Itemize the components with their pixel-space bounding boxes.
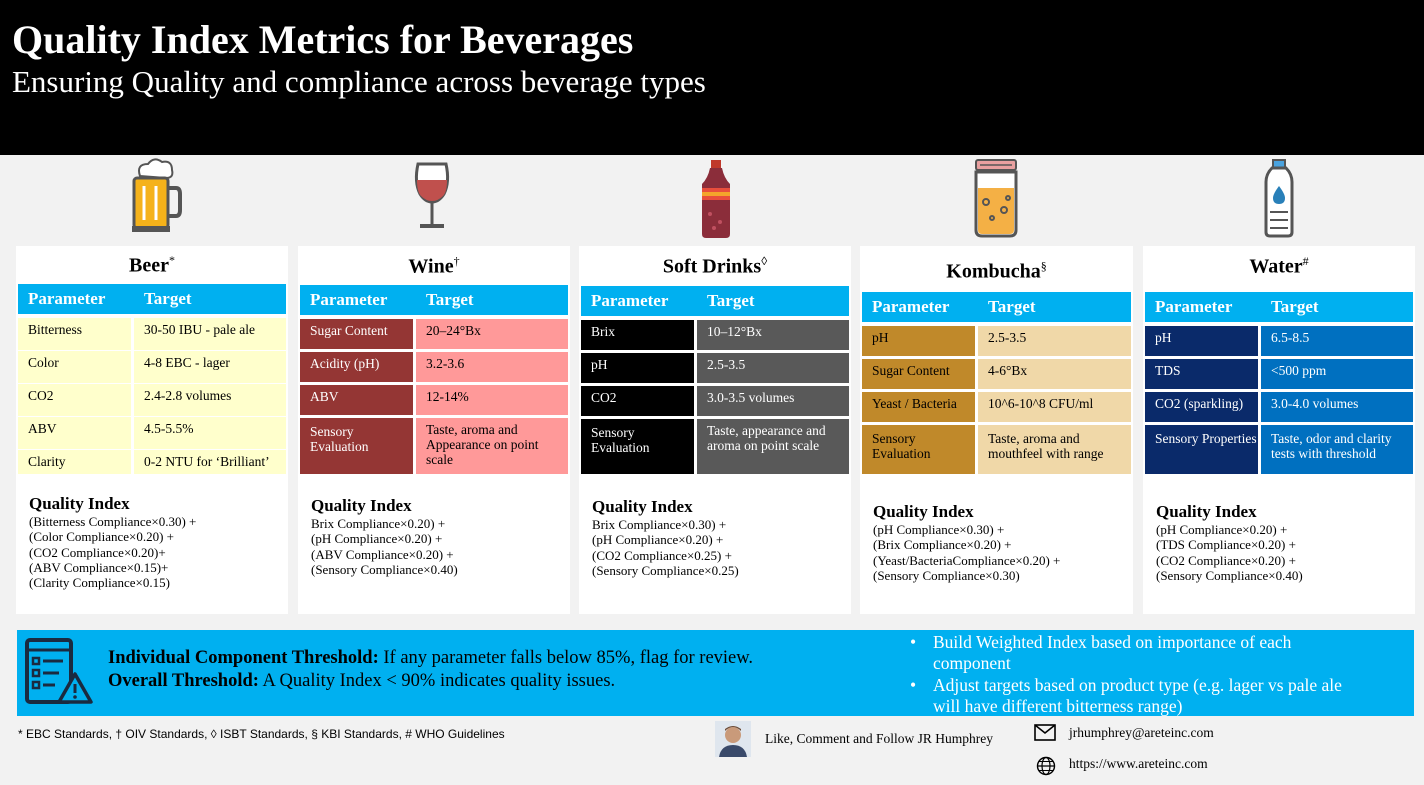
table-row: Yeast / Bacteria 10^6-10^8 CFU/ml — [862, 392, 1131, 422]
page-title: Quality Index Metrics for Beverages — [12, 17, 634, 62]
table-row: pH 6.5-8.5 — [1145, 326, 1413, 356]
table-row: Sensory Evaluation Taste, aroma and Appea… — [300, 418, 568, 474]
card-title: Wine† — [408, 254, 460, 278]
table-row: Color 4-8 EBC - lager — [18, 351, 286, 383]
card-title: Kombucha§ — [946, 259, 1047, 283]
table-row: Sensory Properties Taste, odor and clarit… — [1145, 425, 1413, 474]
quality-index: Quality Index Brix Compliance×0.30) + (pH… — [592, 497, 739, 578]
threshold-banner: Individual Component Threshold: If any p… — [17, 630, 1414, 716]
table-row: Acidity (pH) 3.2-3.6 — [300, 352, 568, 382]
table-row: ABV 12-14% — [300, 385, 568, 415]
table-header: Parameter Target — [1145, 292, 1413, 322]
globe-icon — [1036, 756, 1056, 776]
table-row: Sugar Content 20–24°Bx — [300, 319, 568, 349]
table-row: ABV 4.5-5.5% — [18, 417, 286, 449]
table-row: Sugar Content 4-6°Bx — [862, 359, 1131, 389]
bullet-item: Build Weighted Index based on importance… — [910, 632, 1360, 674]
card-title: Water# — [1249, 254, 1309, 278]
beer-mug-icon — [132, 158, 182, 232]
kombucha-card: Kombucha§ Parameter Target pH 2.5-3.5 Suga… — [860, 246, 1133, 614]
table-row: Clarity 0-2 NTU for ‘Brilliant’ — [18, 450, 286, 474]
soda-bottle-icon — [702, 160, 730, 238]
bullet-item: Adjust targets based on product type (e.… — [910, 675, 1360, 717]
table-header: Parameter Target — [862, 292, 1131, 322]
quality-index: Quality Index (pH Compliance×0.30) + (Bri… — [873, 502, 1061, 583]
soft-drinks-card: Soft Drinks◊ Parameter Target Brix 10–12°B… — [579, 246, 851, 614]
beer-card: Beer* Parameter Target Bitterness 30-50 IB… — [16, 246, 288, 614]
table-row: CO2 3.0-3.5 volumes — [581, 386, 849, 416]
table-row: pH 2.5-3.5 — [862, 326, 1131, 356]
card-title: Beer* — [129, 253, 175, 277]
table-row: Sensory Evaluation Taste, aroma and mouth… — [862, 425, 1131, 474]
table-row: Bitterness 30-50 IBU - pale ale — [18, 318, 286, 350]
wine-card: Wine† Parameter Target Sugar Content 20–24… — [298, 246, 570, 614]
table-header: Parameter Target — [18, 284, 286, 314]
checklist-warning-icon — [25, 638, 93, 704]
table-row: pH 2.5-3.5 — [581, 353, 849, 383]
wine-glass-icon — [414, 162, 450, 228]
table-row: CO2 (sparkling) 3.0-4.0 volumes — [1145, 392, 1413, 422]
quality-index: Quality Index (pH Compliance×0.20) + (TDS… — [1156, 502, 1303, 583]
kombucha-jar-icon — [974, 159, 1018, 238]
card-title: Soft Drinks◊ — [662, 254, 768, 278]
water-card: Water# Parameter Target pH 6.5-8.5 TDS <500… — [1143, 246, 1415, 614]
overall-threshold: Overall Threshold: A Quality Index < 90%… — [108, 671, 616, 691]
header-banner: Quality Index Metrics for Beverages Ensu… — [0, 0, 1424, 155]
page-subtitle: Ensuring Quality and compliance across b… — [12, 64, 706, 99]
email-icon — [1034, 724, 1056, 741]
email-link[interactable]: jrhumphrey@areteinc.com — [1069, 725, 1214, 740]
table-header: Parameter Target — [300, 285, 568, 315]
table-header: Parameter Target — [581, 286, 849, 316]
website-link[interactable]: https://www.areteinc.com — [1069, 756, 1208, 771]
table-row: TDS <500 ppm — [1145, 359, 1413, 389]
avatar — [715, 721, 751, 757]
quality-index: Quality Index Brix Compliance×0.20) + (pH… — [311, 496, 458, 577]
table-row: CO2 2.4-2.8 volumes — [18, 384, 286, 416]
water-bottle-icon — [1264, 159, 1294, 238]
quality-index: Quality Index (Bitterness Compliance×0.3… — [29, 494, 197, 591]
table-row: Sensory Evaluation Taste, appearance and … — [581, 419, 849, 474]
component-threshold: Individual Component Threshold: If any p… — [108, 648, 754, 668]
standards-footnote: * EBC Standards, † OIV Standards, ◊ ISBT… — [18, 727, 505, 741]
follow-text: Like, Comment and Follow JR Humphrey — [765, 731, 993, 746]
table-row: Brix 10–12°Bx — [581, 320, 849, 350]
